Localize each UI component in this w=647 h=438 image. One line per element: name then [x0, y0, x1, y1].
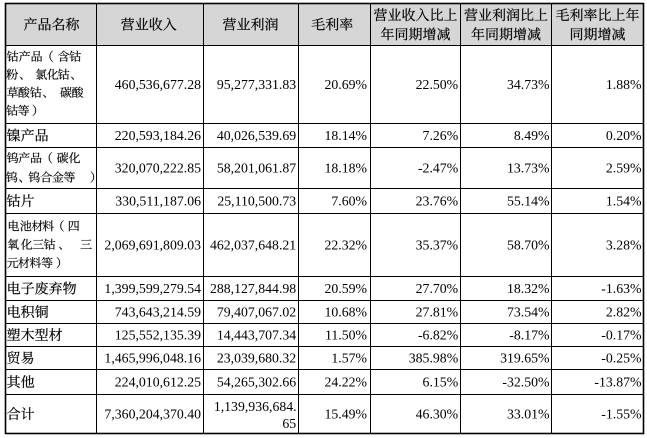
svg-text:27.81%: 27.81%: [416, 305, 459, 320]
svg-text:1.88%: 1.88%: [606, 77, 642, 92]
svg-text:18.14%: 18.14%: [324, 128, 367, 143]
svg-text:15.49%: 15.49%: [324, 407, 367, 422]
svg-text:20.59%: 20.59%: [324, 281, 367, 296]
svg-text:25,110,500.73: 25,110,500.73: [217, 194, 296, 209]
svg-text:743,643,214.59: 743,643,214.59: [115, 305, 201, 320]
svg-text:224,010,612.25: 224,010,612.25: [115, 375, 201, 390]
svg-text:-1.55%: -1.55%: [601, 407, 642, 422]
svg-text:40,026,539.69: 40,026,539.69: [217, 128, 296, 143]
svg-text:35.37%: 35.37%: [416, 238, 459, 253]
svg-text:7.60%: 7.60%: [331, 194, 367, 209]
svg-text:23,039,680.32: 23,039,680.32: [217, 351, 296, 366]
svg-text:2.59%: 2.59%: [606, 161, 642, 176]
svg-text:1,465,996,048.16: 1,465,996,048.16: [104, 351, 201, 366]
svg-text:1,399,599,279.54: 1,399,599,279.54: [104, 281, 201, 296]
svg-text:330,511,187.06: 330,511,187.06: [115, 194, 201, 209]
svg-text:-1.63%: -1.63%: [601, 281, 642, 296]
svg-text:11.50%: 11.50%: [325, 328, 368, 343]
svg-text:0.20%: 0.20%: [606, 128, 642, 143]
svg-text:385.98%: 385.98%: [409, 351, 459, 366]
svg-text:-6.82%: -6.82%: [418, 328, 459, 343]
svg-text:14,443,707.34: 14,443,707.34: [217, 328, 296, 343]
svg-text:1,139,936,684.: 1,139,936,684.: [214, 399, 297, 414]
svg-text:54,265,302.66: 54,265,302.66: [217, 375, 296, 390]
svg-text:10.68%: 10.68%: [324, 305, 367, 320]
svg-text:2,069,691,809.03: 2,069,691,809.03: [104, 238, 201, 253]
svg-text:95,277,331.83: 95,277,331.83: [217, 77, 296, 92]
svg-text:23.76%: 23.76%: [416, 194, 459, 209]
svg-text:-0.17%: -0.17%: [601, 328, 642, 343]
svg-text:8.49%: 8.49%: [514, 128, 550, 143]
svg-text:-0.25%: -0.25%: [601, 351, 642, 366]
svg-text:3.28%: 3.28%: [606, 238, 642, 253]
svg-text:22.50%: 22.50%: [416, 77, 459, 92]
svg-text:125,552,135.39: 125,552,135.39: [115, 328, 201, 343]
svg-text:20.69%: 20.69%: [324, 77, 367, 92]
svg-text:7,360,204,370.40: 7,360,204,370.40: [104, 407, 201, 422]
svg-text:46.30%: 46.30%: [416, 407, 459, 422]
svg-text:55.14%: 55.14%: [507, 194, 550, 209]
svg-text:-13.87%: -13.87%: [594, 375, 642, 390]
svg-text:18.32%: 18.32%: [507, 281, 550, 296]
svg-text:-2.47%: -2.47%: [418, 161, 459, 176]
svg-text:288,127,844.98: 288,127,844.98: [210, 281, 296, 296]
svg-text:6.15%: 6.15%: [423, 375, 459, 390]
svg-text:58.70%: 58.70%: [507, 238, 550, 253]
svg-text:7.26%: 7.26%: [423, 128, 459, 143]
svg-text:1.54%: 1.54%: [606, 194, 642, 209]
svg-text:33.01%: 33.01%: [507, 407, 550, 422]
svg-text:1.57%: 1.57%: [331, 351, 367, 366]
svg-text:58,201,061.87: 58,201,061.87: [217, 161, 296, 176]
svg-text:319.65%: 319.65%: [500, 351, 550, 366]
svg-text:460,536,677.28: 460,536,677.28: [115, 77, 201, 92]
svg-text:34.73%: 34.73%: [507, 77, 550, 92]
svg-text:18.18%: 18.18%: [324, 161, 367, 176]
svg-text:79,407,067.02: 79,407,067.02: [217, 305, 296, 320]
svg-text:462,037,648.21: 462,037,648.21: [210, 238, 296, 253]
svg-text:13.73%: 13.73%: [507, 161, 550, 176]
svg-text:73.54%: 73.54%: [507, 305, 550, 320]
svg-text:24.22%: 24.22%: [324, 375, 367, 390]
svg-text:220,593,184.26: 220,593,184.26: [115, 128, 201, 143]
svg-text:27.70%: 27.70%: [416, 281, 459, 296]
svg-text:-32.50%: -32.50%: [502, 375, 550, 390]
svg-text:-8.17%: -8.17%: [509, 328, 550, 343]
svg-text:22.32%: 22.32%: [324, 238, 367, 253]
svg-text:2.82%: 2.82%: [606, 305, 642, 320]
svg-text:65: 65: [282, 416, 296, 431]
svg-text:320,070,222.85: 320,070,222.85: [115, 161, 201, 176]
